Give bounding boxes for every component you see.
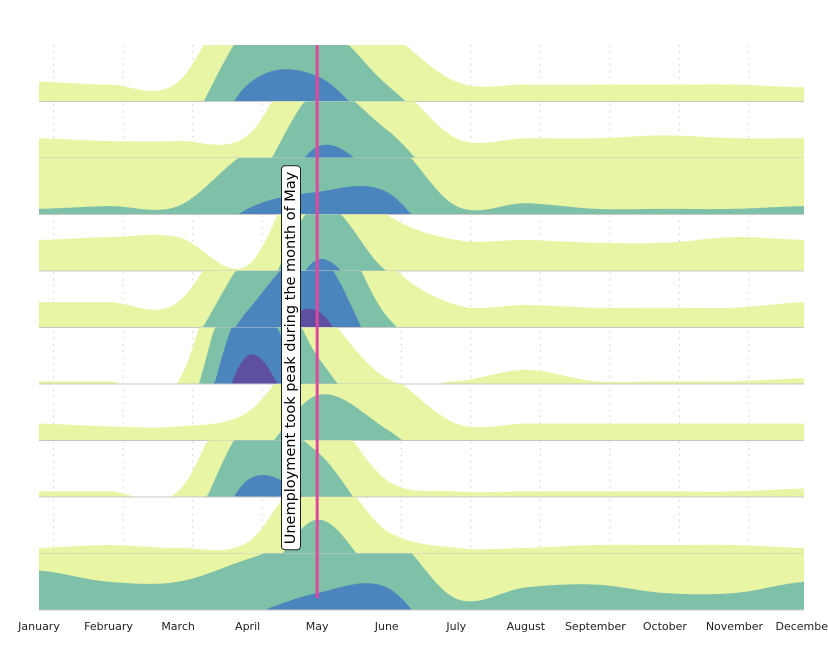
series-row [39,553,804,610]
band-area [39,440,804,497]
x-tick-label: June [374,620,399,633]
series-row [39,384,804,441]
band-area [39,214,804,271]
x-tick-label: March [161,620,195,633]
band-area [39,45,804,102]
series-row [39,214,804,271]
x-tick-label: January [17,620,60,633]
band-area [39,384,804,441]
x-tick-label: February [84,620,133,633]
band-area [39,553,804,610]
x-tick-label: December [775,620,828,633]
band-area [39,158,804,215]
annotation-label: Unemployment took peak during the month … [281,165,301,551]
x-tick-label: October [643,620,687,633]
band-area [39,327,804,384]
series-row [39,440,804,497]
series-row [39,101,804,158]
series-row [39,497,804,554]
band-area [39,271,804,328]
series-row [39,327,804,384]
x-tick-label: April [235,620,260,633]
band-area [39,497,804,554]
series-row [39,271,804,328]
x-tick-label: May [306,620,329,633]
band-area [39,354,804,384]
band-area [39,271,804,328]
band-area [39,327,804,384]
x-tick-label: August [507,620,546,633]
band-area [39,440,804,497]
x-tick-label: September [565,620,626,633]
series-row [39,45,804,102]
series-row [39,158,804,215]
x-tick-label: November [706,620,764,633]
x-tick-label: July [445,620,466,633]
band-area [39,101,804,158]
band-area [39,327,804,384]
band-area [39,45,804,102]
